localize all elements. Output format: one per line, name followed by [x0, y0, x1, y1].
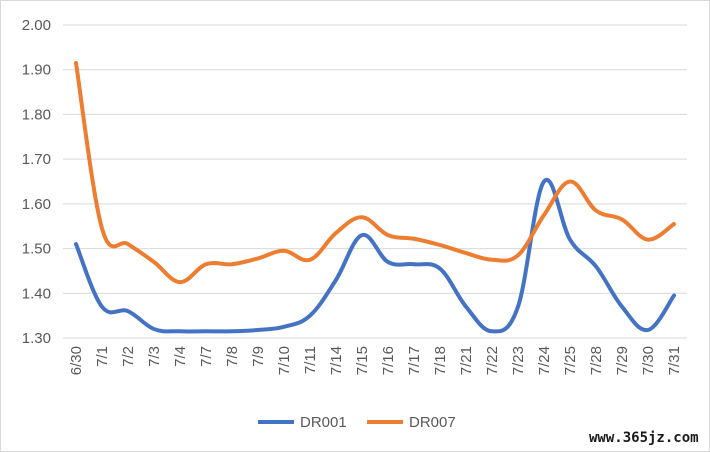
- y-tick-label: 1.70: [22, 151, 51, 168]
- x-tick-label: 7/16: [380, 346, 397, 375]
- x-tick-label: 7/28: [588, 346, 605, 375]
- y-tick-label: 1.30: [22, 330, 51, 347]
- y-tick-label: 2.00: [22, 17, 51, 34]
- x-tick-label: 7/14: [328, 346, 345, 375]
- y-tick-label: 1.50: [22, 241, 51, 258]
- watermark: www.365jz.com: [589, 430, 699, 446]
- series-lines: [74, 61, 676, 334]
- x-axis-ticks: 6/30 7/1 7/2 7/3 7/4 7/7 7/8 7/9 7/10 7/11 7/14 7/1…: [68, 346, 683, 375]
- x-tick-label: 7/15: [354, 346, 371, 375]
- series-line-dr007: [74, 61, 676, 285]
- y-axis-ticks: 1.30 1.40 1.50 1.60 1.70 1.80 1.90 2.00: [22, 17, 51, 347]
- gridlines: [63, 24, 687, 339]
- x-tick-label: 7/22: [484, 346, 501, 375]
- x-tick-label: 7/24: [536, 346, 553, 375]
- x-tick-label: 7/8: [224, 346, 241, 367]
- y-tick-label: 1.60: [22, 196, 51, 213]
- x-tick-label: 7/9: [250, 346, 267, 367]
- x-tick-label: 7/21: [458, 346, 475, 375]
- y-tick-label: 1.90: [22, 62, 51, 79]
- x-tick-label: 7/11: [302, 346, 319, 374]
- legend: DR001 DR007: [258, 414, 456, 431]
- x-tick-label: 7/18: [432, 346, 449, 375]
- x-tick-label: 7/29: [614, 346, 631, 375]
- series-line-dr001: [74, 177, 676, 334]
- y-tick-label: 1.80: [22, 106, 51, 123]
- x-tick-label: 7/31: [666, 346, 683, 375]
- legend-label-dr001: DR001: [300, 414, 347, 431]
- x-tick-label: 7/17: [406, 346, 423, 375]
- x-tick-label: 7/7: [198, 346, 215, 367]
- x-tick-label: 7/4: [172, 346, 189, 367]
- x-tick-label: 7/10: [276, 346, 293, 375]
- legend-label-dr007: DR007: [409, 414, 456, 431]
- y-tick-label: 1.40: [22, 285, 51, 302]
- x-tick-label: 7/3: [146, 346, 163, 367]
- x-tick-label: 7/2: [120, 346, 137, 367]
- x-tick-label: 7/25: [562, 346, 579, 375]
- x-tick-label: 6/30: [68, 346, 85, 375]
- x-tick-label: 7/23: [510, 346, 527, 375]
- x-tick-label: 7/30: [640, 346, 657, 375]
- x-tick-label: 7/1: [94, 346, 111, 367]
